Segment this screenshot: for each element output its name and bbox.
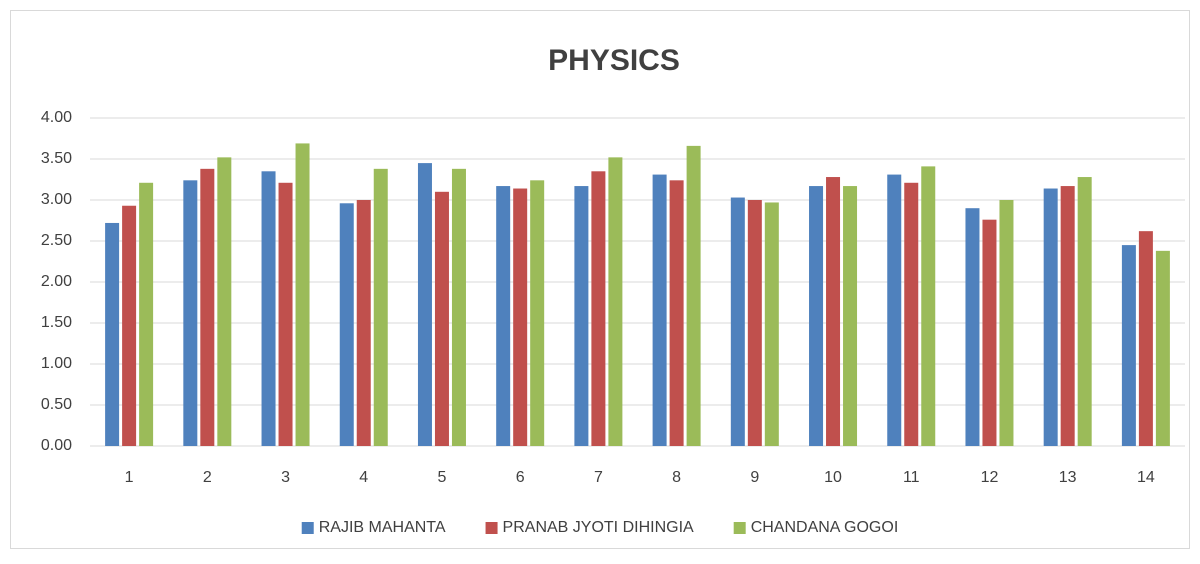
bar: [1121, 245, 1136, 446]
legend-label: RAJIB MAHANTA: [319, 519, 446, 536]
bar: [1155, 250, 1170, 446]
bar: [1060, 186, 1075, 446]
bar: [904, 182, 919, 446]
bar: [217, 157, 232, 447]
bar: [574, 186, 589, 446]
bar: [809, 186, 824, 446]
y-tick-label: 2.00: [41, 273, 72, 290]
bar: [843, 186, 858, 446]
y-tick-label: 3.50: [41, 150, 72, 167]
x-tick-label: 6: [516, 469, 525, 486]
y-tick-label: 0.00: [41, 437, 72, 454]
bar: [451, 168, 466, 446]
bar: [747, 200, 762, 446]
legend-label: PRANAB JYOTI DIHINGIA: [503, 519, 694, 536]
y-tick-label: 3.00: [41, 191, 72, 208]
x-tick-label: 2: [203, 469, 212, 486]
bar: [139, 182, 154, 446]
chart-title: PHYSICS: [548, 44, 680, 77]
legend-swatch: [733, 522, 746, 534]
bar: [965, 208, 980, 446]
x-tick-label: 10: [824, 469, 842, 486]
bar: [826, 177, 841, 447]
bar: [887, 174, 902, 446]
bar: [105, 222, 120, 446]
x-tick-label: 11: [903, 469, 920, 486]
bar: [261, 171, 276, 447]
x-tick-label: 8: [672, 469, 681, 486]
bar: [339, 203, 354, 446]
x-tick-label: 7: [594, 469, 603, 486]
bar: [530, 180, 545, 446]
bar: [982, 219, 997, 446]
bar: [1138, 231, 1153, 446]
x-tick-label: 9: [750, 469, 759, 486]
bar: [417, 163, 432, 446]
bar: [278, 182, 293, 446]
bar: [183, 180, 198, 446]
bar: [921, 166, 936, 446]
bar: [373, 168, 388, 446]
bar: [1043, 188, 1058, 446]
bar: [513, 188, 528, 446]
legend-label: CHANDANA GOGOI: [751, 519, 899, 536]
x-tick-label: 5: [438, 469, 447, 486]
bar: [496, 186, 511, 446]
bar: [1077, 177, 1092, 447]
bar: [295, 143, 310, 447]
x-tick-label: 1: [125, 469, 134, 486]
bar: [356, 200, 371, 446]
bar: [122, 205, 137, 446]
bar: [434, 191, 449, 446]
bar: [999, 200, 1014, 446]
x-tick-label: 14: [1137, 469, 1155, 486]
y-tick-label: 1.00: [41, 355, 72, 372]
x-tick-label: 4: [359, 469, 368, 486]
bar: [608, 157, 623, 447]
x-tick-label: 13: [1059, 469, 1077, 486]
bar: [764, 202, 779, 446]
x-tick-label: 12: [981, 469, 999, 486]
y-tick-label: 2.50: [41, 232, 72, 249]
legend-swatch: [485, 522, 498, 534]
bar: [652, 174, 667, 446]
bar: [730, 197, 745, 446]
y-tick-label: 1.50: [41, 314, 72, 331]
bar: [669, 180, 684, 446]
legend-swatch: [301, 522, 314, 534]
bar: [200, 168, 215, 446]
y-tick-label: 4.00: [41, 109, 72, 126]
bar: [591, 171, 606, 447]
y-tick-label: 0.50: [41, 396, 72, 413]
bar: [686, 145, 701, 446]
x-tick-label: 3: [281, 469, 290, 486]
